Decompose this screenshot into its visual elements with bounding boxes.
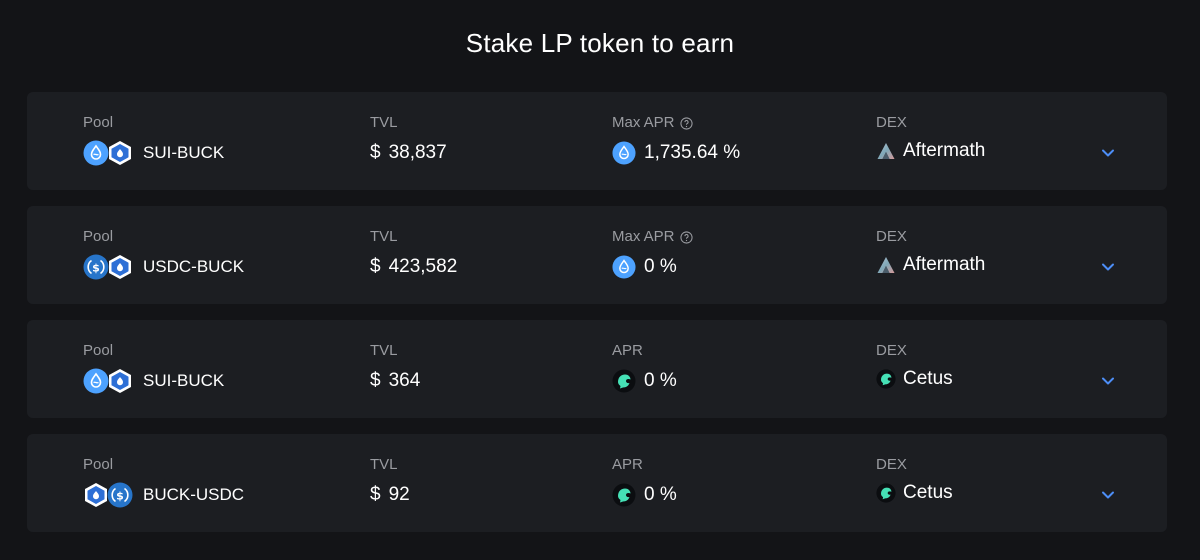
dex-column: DEX Cetus xyxy=(876,456,953,506)
help-icon[interactable] xyxy=(680,231,693,244)
dex-label: DEX xyxy=(876,114,907,131)
dex-label: DEX xyxy=(876,228,907,245)
dex-column: DEX Aftermath xyxy=(876,114,985,164)
chevron-down-icon[interactable] xyxy=(1099,144,1117,162)
tvl-column: TVL $ 92 xyxy=(370,456,410,508)
tvl-value: 92 xyxy=(388,484,410,505)
dex-name: Aftermath xyxy=(903,254,986,275)
pool-column: Pool SUI-BUCK xyxy=(83,342,224,394)
help-icon[interactable] xyxy=(680,117,693,130)
tvl-label: TVL xyxy=(370,456,398,473)
token-pair-icons xyxy=(83,140,133,166)
token-pair-icons xyxy=(83,368,133,394)
usdc-icon xyxy=(83,254,109,280)
chevron-down-icon[interactable] xyxy=(1099,372,1117,390)
tvl-currency: $ xyxy=(370,256,381,277)
buck-icon xyxy=(83,482,109,508)
token-pair-icons xyxy=(83,482,133,508)
apr-label: APR xyxy=(612,342,643,359)
tvl-value: 423,582 xyxy=(388,256,458,277)
pool-label: Pool xyxy=(83,114,114,131)
dex-name: Cetus xyxy=(903,368,953,389)
apr-value: 0 % xyxy=(644,256,677,277)
apr-column: Max APR 0 % xyxy=(612,228,693,280)
usdc-icon xyxy=(107,482,133,508)
pool-column: Pool BUCK-USDC xyxy=(83,456,244,508)
buck-icon xyxy=(107,368,133,394)
pool-label: Pool xyxy=(83,228,114,245)
tvl-label: TVL xyxy=(370,114,398,131)
pool-row[interactable]: Pool SUI-BUCK TVL $ 364 APR 0 % DEX Cetu… xyxy=(27,320,1167,418)
dex-name: Aftermath xyxy=(903,140,986,161)
apr-value: 1,735.64 % xyxy=(644,142,741,163)
pool-label: Pool xyxy=(83,342,114,359)
tvl-currency: $ xyxy=(370,484,381,505)
apr-column: Max APR 1,735.64 % xyxy=(612,114,740,166)
pool-row[interactable]: Pool BUCK-USDC TVL $ 92 APR 0 % DEX Cetu… xyxy=(27,434,1167,532)
apr-column: APR 0 % xyxy=(612,456,677,508)
cetus-icon xyxy=(876,483,896,503)
chevron-down-icon[interactable] xyxy=(1099,486,1117,504)
dex-label: DEX xyxy=(876,342,907,359)
pool-pair-name: SUI-BUCK xyxy=(143,371,225,390)
dex-column: DEX Aftermath xyxy=(876,228,985,278)
dex-label: DEX xyxy=(876,456,907,473)
aftermath-icon xyxy=(876,255,896,275)
sui-icon xyxy=(83,140,109,166)
tvl-column: TVL $ 38,837 xyxy=(370,114,447,166)
page-title: Stake LP token to earn xyxy=(465,28,735,58)
tvl-column: TVL $ 364 xyxy=(370,342,420,394)
dex-column: DEX Cetus xyxy=(876,342,953,392)
pool-column: Pool USDC-BUCK xyxy=(83,228,244,280)
sui-icon xyxy=(612,141,636,165)
cetus-icon xyxy=(876,369,896,389)
token-pair-icons xyxy=(83,254,133,280)
pool-pair-name: BUCK-USDC xyxy=(143,485,245,504)
aftermath-icon xyxy=(876,141,896,161)
sui-icon xyxy=(83,368,109,394)
pool-row[interactable]: Pool SUI-BUCK TVL $ 38,837 Max APR 1,735… xyxy=(27,92,1167,190)
apr-label: Max APR xyxy=(612,228,675,245)
apr-column: APR 0 % xyxy=(612,342,677,394)
cetus-icon xyxy=(612,369,636,393)
tvl-value: 364 xyxy=(388,370,421,391)
apr-value: 0 % xyxy=(644,370,677,391)
tvl-label: TVL xyxy=(370,228,398,245)
dex-name: Cetus xyxy=(903,482,953,503)
chevron-down-icon[interactable] xyxy=(1099,258,1117,276)
pool-pair-name: USDC-BUCK xyxy=(143,257,245,276)
apr-label: Max APR xyxy=(612,114,675,131)
apr-value: 0 % xyxy=(644,484,677,505)
tvl-currency: $ xyxy=(370,370,381,391)
apr-label: APR xyxy=(612,456,643,473)
tvl-column: TVL $ 423,582 xyxy=(370,228,457,280)
pool-row[interactable]: Pool USDC-BUCK TVL $ 423,582 Max APR 0 %… xyxy=(27,206,1167,304)
tvl-value: 38,837 xyxy=(388,142,447,163)
pool-column: Pool SUI-BUCK xyxy=(83,114,224,166)
cetus-icon xyxy=(612,483,636,507)
pool-label: Pool xyxy=(83,456,114,473)
buck-icon xyxy=(107,254,133,280)
sui-icon xyxy=(612,255,636,279)
buck-icon xyxy=(107,140,133,166)
pool-pair-name: SUI-BUCK xyxy=(143,143,225,162)
tvl-label: TVL xyxy=(370,342,398,359)
tvl-currency: $ xyxy=(370,142,381,163)
